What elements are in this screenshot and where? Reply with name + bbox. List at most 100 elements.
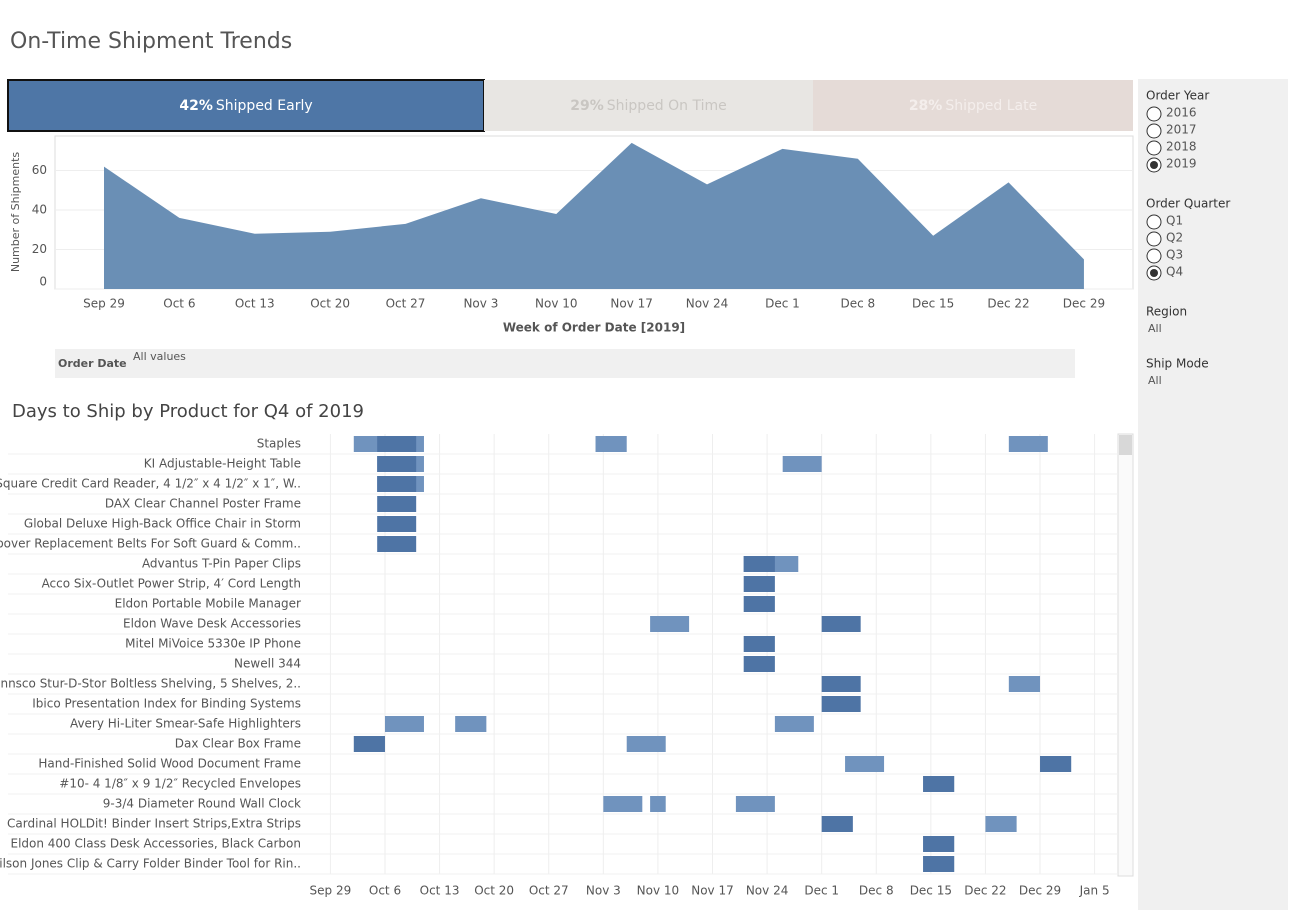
x-tick-label: Dec 29 bbox=[1063, 297, 1105, 311]
row-label: Eldon Portable Mobile Manager bbox=[115, 597, 301, 611]
kpi-text: 42% Shipped Early bbox=[179, 98, 312, 114]
row-label: Newell 344 bbox=[234, 657, 301, 671]
radio-label[interactable]: 2019 bbox=[1166, 157, 1197, 171]
radio-button[interactable] bbox=[1146, 214, 1162, 230]
x-tick-label: Dec 1 bbox=[804, 884, 839, 898]
date-filter-label: Order Date bbox=[58, 357, 127, 370]
radio-label[interactable]: 2018 bbox=[1166, 140, 1197, 154]
radio-label[interactable]: 2016 bbox=[1166, 106, 1197, 120]
filter-title: Ship Mode bbox=[1146, 357, 1209, 371]
kpi-value: 28% bbox=[909, 98, 943, 114]
x-tick-label: Nov 17 bbox=[691, 884, 734, 898]
kpi-tile[interactable] bbox=[484, 80, 813, 131]
row-label: Square Credit Card Reader, 4 1/2″ x 4 1/… bbox=[0, 477, 301, 491]
x-tick-label: Oct 13 bbox=[420, 884, 460, 898]
radio-button[interactable] bbox=[1146, 106, 1162, 122]
x-tick-label: Oct 20 bbox=[310, 297, 350, 311]
row-label: Hand-Finished Solid Wood Document Frame bbox=[38, 757, 301, 771]
ship-bar bbox=[595, 436, 627, 452]
radio-button[interactable] bbox=[1146, 140, 1162, 156]
ship-bar bbox=[455, 716, 487, 732]
x-tick-label: Oct 13 bbox=[235, 297, 275, 311]
kpi-tile[interactable] bbox=[813, 80, 1133, 131]
x-tick-label: Nov 17 bbox=[610, 297, 653, 311]
x-tick-label: Nov 24 bbox=[686, 297, 729, 311]
gantt-title: Days to Ship by Product for Q4 of 2019 bbox=[12, 401, 364, 422]
kpi-text: 28% Shipped Late bbox=[909, 98, 1037, 114]
y-tick-label: 0 bbox=[39, 275, 47, 289]
row-label: Avery Hi-Liter Smear-Safe Highlighters bbox=[70, 717, 301, 731]
x-tick-label: Nov 24 bbox=[746, 884, 789, 898]
ship-bar bbox=[985, 816, 1017, 832]
ship-bar bbox=[1008, 676, 1041, 692]
ship-bar bbox=[377, 436, 417, 452]
radio-button[interactable] bbox=[1146, 231, 1162, 247]
kpi-label: Shipped Early bbox=[216, 98, 313, 114]
y-tick-label: 60 bbox=[32, 163, 47, 177]
ship-bar bbox=[650, 796, 666, 812]
row-label: Wilson Jones Clip & Carry Folder Binder … bbox=[0, 857, 301, 871]
row-label: Mitel MiVoice 5330e IP Phone bbox=[125, 637, 301, 651]
filter-title: Order Quarter bbox=[1146, 197, 1230, 211]
row-label: #10- 4 1/8″ x 9 1/2″ Recycled Envelopes bbox=[59, 777, 301, 791]
y-tick-label: 20 bbox=[32, 242, 47, 256]
ship-bar bbox=[384, 716, 424, 732]
date-filter[interactable] bbox=[55, 349, 1075, 378]
row-label: Advantus T-Pin Paper Clips bbox=[142, 557, 301, 571]
x-tick-label: Oct 27 bbox=[529, 884, 569, 898]
ship-bar bbox=[782, 456, 822, 472]
kpi-value: 29% bbox=[570, 98, 604, 114]
x-tick-label: Dec 1 bbox=[765, 297, 800, 311]
row-label: Tennsco Stur-D-Stor Boltless Shelving, 5… bbox=[0, 677, 301, 691]
row-label: Cardinal HOLDit! Binder Insert Strips,Ex… bbox=[7, 817, 301, 831]
radio-label[interactable]: Q2 bbox=[1166, 231, 1183, 245]
radio-dot bbox=[1150, 269, 1158, 277]
row-label: Dax Clear Box Frame bbox=[175, 737, 301, 751]
radio-label[interactable]: Q3 bbox=[1166, 248, 1183, 262]
radio-label[interactable]: Q1 bbox=[1166, 214, 1183, 228]
filter-panel bbox=[1138, 79, 1288, 910]
radio-label[interactable]: Q4 bbox=[1166, 265, 1183, 279]
x-tick-label: Jan 5 bbox=[1079, 884, 1110, 898]
x-tick-label: Nov 3 bbox=[463, 297, 498, 311]
x-tick-label: Nov 3 bbox=[586, 884, 621, 898]
ship-bar bbox=[774, 716, 814, 732]
row-label: Ibico Presentation Index for Binding Sys… bbox=[32, 697, 301, 711]
x-tick-label: Dec 22 bbox=[964, 884, 1006, 898]
kpi-tile[interactable] bbox=[7, 79, 485, 132]
x-tick-label: Oct 6 bbox=[369, 884, 401, 898]
ship-bar bbox=[377, 536, 417, 552]
x-tick-label: Dec 15 bbox=[912, 297, 954, 311]
scrollbar[interactable] bbox=[1117, 433, 1134, 877]
ship-bar bbox=[626, 736, 666, 752]
radio-label[interactable]: 2017 bbox=[1166, 123, 1197, 137]
x-tick-label: Oct 20 bbox=[474, 884, 514, 898]
ship-bar bbox=[821, 696, 861, 712]
ship-bar bbox=[603, 796, 643, 812]
x-tick-label: Dec 15 bbox=[910, 884, 952, 898]
row-label: KI Adjustable-Height Table bbox=[144, 457, 301, 471]
x-tick-label: Sep 29 bbox=[310, 884, 352, 898]
filter-value[interactable]: All bbox=[1148, 374, 1162, 387]
x-tick-label: Dec 8 bbox=[859, 884, 894, 898]
ship-bar bbox=[821, 676, 861, 692]
x-axis-title: Week of Order Date [2019] bbox=[503, 321, 685, 335]
ship-bar bbox=[821, 816, 853, 832]
radio-button[interactable] bbox=[1146, 123, 1162, 139]
kpi-text: 29% Shipped On Time bbox=[570, 98, 727, 114]
filter-value[interactable]: All bbox=[1148, 322, 1162, 335]
row-label: 9-3/4 Diameter Round Wall Clock bbox=[103, 797, 301, 811]
radio-button[interactable] bbox=[1146, 248, 1162, 264]
ship-bar bbox=[923, 836, 955, 852]
kpi-label: Shipped On Time bbox=[607, 98, 727, 114]
x-tick-label: Dec 8 bbox=[840, 297, 875, 311]
ship-bar bbox=[743, 596, 775, 612]
row-label: Acco Six-Outlet Power Strip, 4′ Cord Len… bbox=[42, 577, 301, 591]
x-tick-label: Oct 27 bbox=[386, 297, 426, 311]
scroll-thumb[interactable] bbox=[1119, 435, 1132, 455]
x-tick-label: Nov 10 bbox=[637, 884, 680, 898]
x-tick-label: Nov 10 bbox=[535, 297, 578, 311]
ship-bar bbox=[743, 576, 775, 592]
